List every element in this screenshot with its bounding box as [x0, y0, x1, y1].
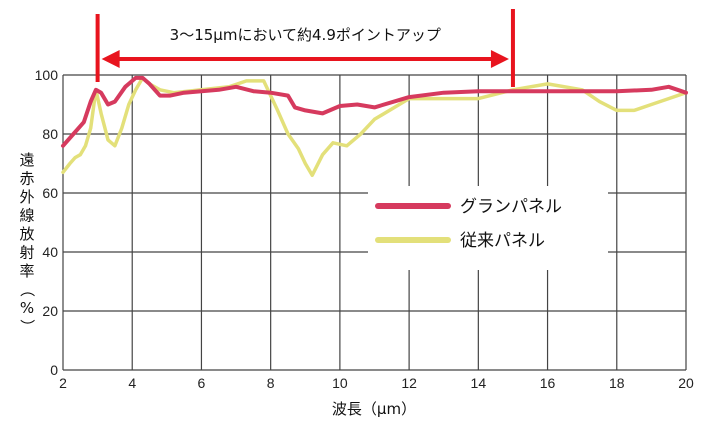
y-tick-label: 40	[42, 244, 58, 260]
y-axis-title-char: 外	[19, 188, 34, 206]
series-line-granpanel	[61, 75, 688, 148]
y-tick-labels: 0 20 40 60 80 100	[35, 67, 59, 378]
series-layer	[61, 75, 688, 178]
annotation: 3〜15μmにおいて約4.9ポイントアップ	[95, 9, 515, 87]
y-axis-title-char: 放	[19, 225, 34, 243]
annotation-text: 3〜15μmにおいて約4.9ポイントアップ	[170, 26, 441, 44]
x-tick-label: 14	[471, 375, 487, 391]
x-tick-label: 2	[59, 375, 67, 391]
series-line-conventional	[61, 76, 688, 178]
x-tick-label: 8	[267, 375, 275, 391]
legend-label-granpanel: グランパネル	[460, 197, 562, 217]
x-tick-label: 18	[609, 375, 625, 391]
y-axis-title-char: 射	[19, 244, 34, 262]
y-axis-title-char: 率	[19, 262, 34, 280]
x-tick-label: 16	[540, 375, 556, 391]
y-tick-label: 100	[35, 67, 59, 83]
legend-background	[368, 186, 608, 270]
annotation-arrowhead-right	[490, 50, 509, 68]
y-tick-label: 60	[42, 185, 58, 201]
annotation-arrowhead-left	[101, 50, 120, 68]
y-tick-label: 20	[42, 303, 58, 319]
x-axis-title: 波長（μm）	[332, 400, 416, 418]
legend: グランパネル 従来パネル	[368, 186, 608, 270]
x-tick-labels: 2 4 6 8 10 12 14 16 18 20	[59, 375, 694, 391]
y-axis-title-char: 線	[19, 207, 34, 225]
x-tick-label: 6	[198, 375, 206, 391]
y-axis-title-char: ）	[18, 319, 36, 334]
y-tick-label: 0	[50, 362, 58, 378]
y-axis-title-char: 赤	[19, 170, 34, 188]
y-axis-title-char: %	[20, 299, 34, 317]
x-tick-label: 20	[678, 375, 694, 391]
legend-label-conventional: 従来パネル	[460, 231, 545, 251]
x-tick-label: 10	[332, 375, 348, 391]
x-tick-label: 4	[128, 375, 136, 391]
y-axis-title-char: （	[18, 282, 36, 297]
x-tick-label: 12	[401, 375, 417, 391]
y-axis-title-char: 遠	[19, 151, 34, 169]
y-tick-label: 80	[42, 126, 58, 142]
